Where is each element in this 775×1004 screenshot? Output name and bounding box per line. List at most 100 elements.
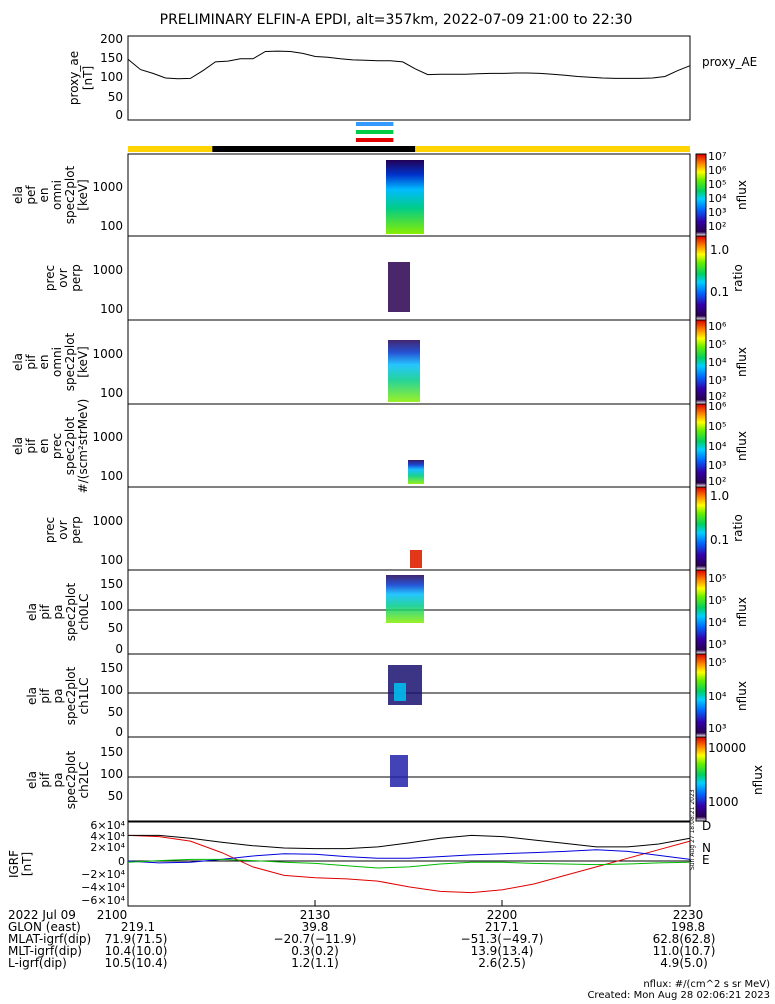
xcol-2100-glon: 219.1 — [121, 920, 155, 934]
spec-3-cb-tick-0: 10⁶ — [708, 320, 727, 333]
spec-4-cb-tick-1: 10⁵ — [708, 420, 726, 433]
ae-ytick-50: 50 — [108, 90, 123, 104]
orbit-bar-sunlit-left — [128, 146, 213, 152]
spec-4-ytick-100: 100 — [100, 469, 123, 483]
igrf-ytick-m2e4: −2×10⁴ — [81, 868, 125, 881]
spec-panel-5: 1000 100 1.0 0.1 ratio prec ovr perp — [43, 486, 745, 571]
spec-2-cb-tick-1: 0.1 — [710, 285, 729, 299]
igrf-ytick-4e4: 4×10⁴ — [90, 830, 125, 843]
spec-3-colorbar — [695, 319, 707, 405]
spec-1-flux — [386, 160, 424, 234]
xcol-2200-time: 2200 — [487, 908, 518, 922]
spec-7-cb-tick-2: 10³ — [708, 722, 726, 735]
spec-3-cb-tick-3: 10³ — [708, 374, 726, 387]
xcol-2200-mlt: 13.9(13.4) — [471, 944, 534, 958]
spec-3-flux — [388, 340, 420, 402]
spec-8-cb-tick-0: 10000 — [708, 741, 746, 755]
spec-4-ytick-1000: 1000 — [92, 430, 123, 444]
spec-5-cb-tick-0: 1.0 — [710, 489, 729, 503]
spec-1-cb-tick-1: 10⁶ — [708, 164, 727, 177]
spec-8-ytick-100: 100 — [100, 767, 123, 781]
spec-5-flux — [410, 550, 422, 568]
ae-yunit: [nT] — [81, 66, 95, 90]
spec-1-ylabel-1: pef — [24, 185, 38, 205]
spec-3-ytick-100: 100 — [100, 386, 123, 400]
xcol-2230-mlt: 11.0(10.7) — [653, 944, 716, 958]
spec-5-ytick-1000: 1000 — [92, 514, 123, 528]
spec-2-flux — [388, 262, 410, 312]
igrf-legend-N: N — [702, 841, 711, 855]
ae-ytick-200: 200 — [100, 32, 123, 46]
spec-8-ylabel-2: pa — [51, 773, 65, 788]
spec-8-ylabel-3: spec2plot — [64, 750, 78, 809]
ae-series-line — [127, 50, 691, 80]
spec-1-cb-tick-5: 10² — [708, 220, 726, 233]
spec-panel-6: 150 100 50 0 10⁵ 10⁵ 10⁴ 10³ nflux ela p… — [25, 569, 749, 656]
spec-8-colorbar — [695, 736, 707, 822]
sci-bar-green — [355, 130, 394, 134]
spec-2-ylabel-0: prec — [43, 265, 57, 291]
spec-panel-4: 1000 100 10⁶ 10⁵ 10⁴ 10³ 10² nflux ela p… — [11, 399, 749, 494]
spec-6-ylabel-1: pif — [38, 604, 52, 620]
spec-3-cb-tick-2: 10⁴ — [708, 356, 727, 369]
spec-4-cb-tick-3: 10³ — [708, 459, 726, 472]
spec-5-ylabel-2: perp — [69, 516, 83, 544]
spec-5-cb-tick-1: 0.1 — [710, 533, 729, 547]
spec-2-ytick-1000: 1000 — [92, 263, 123, 277]
igrf-ytick-m4e4: −4×10⁴ — [81, 881, 125, 894]
spec-8-cb-label: nflux — [751, 765, 765, 795]
spec-6-flux — [386, 575, 424, 623]
spec-1-cb-tick-3: 10⁴ — [708, 192, 727, 205]
igrf-ytick-2e4: 2×10⁴ — [90, 841, 125, 854]
spec-7-cb-tick-1: 10⁴ — [708, 690, 727, 703]
xcol-2230-time: 2230 — [673, 908, 704, 922]
spec-2-ylabel-1: ovr — [56, 268, 70, 287]
ae-ytick-0: 0 — [115, 108, 123, 122]
spec-4-colorbar — [695, 403, 707, 488]
spec-1-cb-tick-0: 10⁷ — [708, 150, 726, 163]
spec-panel-7: 150 100 50 0 10⁵ 10⁴ 10³ nflux ela pif p… — [25, 653, 749, 739]
spec-1-ylabel-3: omni — [50, 180, 64, 210]
ae-panel: proxy_AE 200 150 100 50 0 proxy_ae [nT] — [67, 32, 757, 122]
spec-3-ylabel-2: en — [37, 355, 51, 370]
spec-6-ylabel-4: ch0LC — [77, 594, 91, 631]
spec-7-ytick-100: 100 — [100, 683, 123, 697]
spec-6-cb-tick-2: 10⁴ — [708, 616, 727, 629]
spec-6-ytick-0: 0 — [115, 642, 123, 656]
spec-3-ylabel-0: ela — [11, 353, 25, 371]
igrf-series-E — [127, 858, 691, 869]
spec-5-ylabel-1: ovr — [56, 520, 70, 539]
xcol-2130-glon: 39.8 — [302, 920, 329, 934]
spec-5-ytick-100: 100 — [100, 553, 123, 567]
spec-1-ylabel-0: ela — [11, 186, 25, 204]
science-zone-bars — [355, 122, 394, 142]
ae-ytick-100: 100 — [100, 70, 123, 84]
spec-3-ylabel-4: spec2plot — [63, 332, 77, 391]
xcol-2230-mlat: 62.8(62.8) — [653, 932, 716, 946]
spec-6-cb-tick-0: 10⁵ — [708, 572, 726, 585]
spec-1-cb-label: nflux — [735, 180, 749, 210]
spec-4-ylabel-1: pif — [24, 438, 38, 454]
spec-6-ylabel-3: spec2plot — [64, 582, 78, 641]
spec-4-ylabel-2: en — [37, 439, 51, 454]
spec-8-ylabel-4: ch2LC — [77, 762, 91, 799]
igrf-ylabel: IGRF — [7, 850, 21, 878]
spec-8-ylabel-0: ela — [25, 771, 39, 789]
spec-7-ylabel-2: pa — [51, 689, 65, 704]
spec-panel-2: 1000 100 1.0 0.1 ratio prec ovr perp — [43, 235, 745, 321]
spec-3-ylabel-5: [keV] — [76, 346, 90, 377]
x-ticks — [127, 900, 691, 906]
spec-6-cb-label: nflux — [735, 597, 749, 627]
spec-7-ylabel-3: spec2plot — [64, 666, 78, 725]
spec-3-ytick-1000: 1000 — [92, 347, 123, 361]
xcol-2200-l: 2.6(2.5) — [478, 956, 526, 970]
x-axis-table: 2022 Jul 09 GLON (east) MLAT-igrf(dip) M… — [8, 908, 715, 970]
spec-6-colorbar — [695, 569, 707, 655]
ae-ytick-150: 150 — [100, 51, 123, 65]
spec-4-ylabel-5: #/(scm²strMeV) — [76, 399, 90, 494]
spec-7-flux-core — [394, 683, 406, 701]
spec-5-cb-label: ratio — [731, 514, 745, 542]
spec-panel-1: 1000 100 10⁷ 10⁶ 10⁵ 10⁴ 10³ 10² nflux e… — [11, 150, 749, 237]
spec-8-ytick-150: 150 — [100, 745, 123, 759]
